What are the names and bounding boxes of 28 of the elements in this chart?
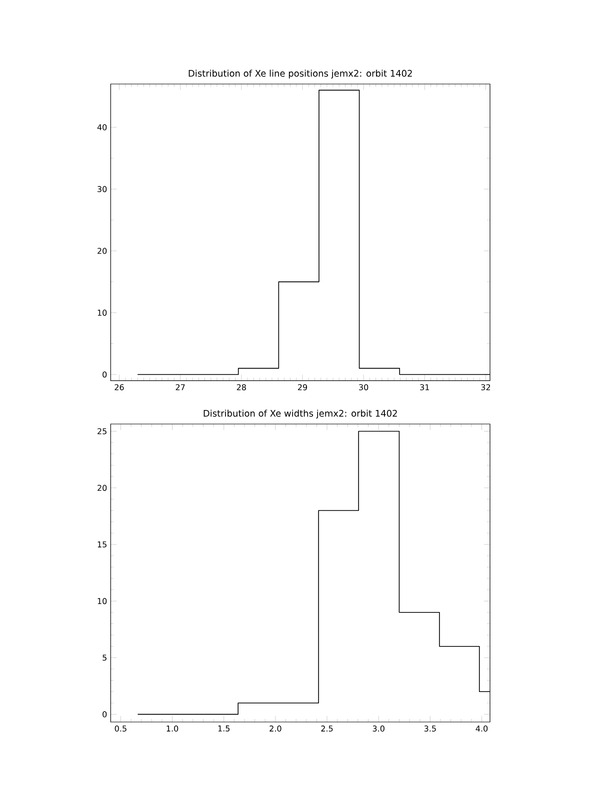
x-tick-label: 3.0 [372,726,384,732]
x-tick-label: 1.5 [218,726,230,732]
y-tick-label: 20 [98,484,107,491]
x-tick-label: 29 [298,384,308,390]
chart-title: Distribution of Xe line positions jemx2: orbit 1402 [188,70,412,78]
x-tick-label: 26 [114,384,124,390]
x-tick-label: 30 [359,384,368,390]
y-tick-label: 30 [98,186,107,192]
y-tick-label: 20 [98,248,107,254]
y-tick-label: 40 [97,124,107,130]
x-tick-label: 2.5 [321,726,333,732]
y-tick-label: 10 [98,310,107,316]
x-tick-label: 1.0 [166,726,178,732]
y-tick-label: 15 [98,541,106,548]
y-tick-label: 5 [102,654,106,661]
y-tick-label: 0 [102,371,107,378]
chart-title: Distribution of Xe widths jemx2: orbit 1402 [204,410,397,418]
x-tick-label: 3.5 [424,726,436,732]
x-tick-label: 0.5 [114,726,126,732]
y-tick-label: 10 [98,598,107,604]
x-tick-label: 27 [176,384,185,390]
x-tick-label: 28 [236,384,246,390]
x-tick-label: 2.0 [270,726,282,732]
y-tick-label: 25 [98,428,106,434]
x-tick-label: 31 [420,384,429,390]
x-tick-label: 32 [481,384,490,390]
x-tick-label: 4.0 [476,726,488,732]
y-tick-label: 0 [102,711,107,718]
